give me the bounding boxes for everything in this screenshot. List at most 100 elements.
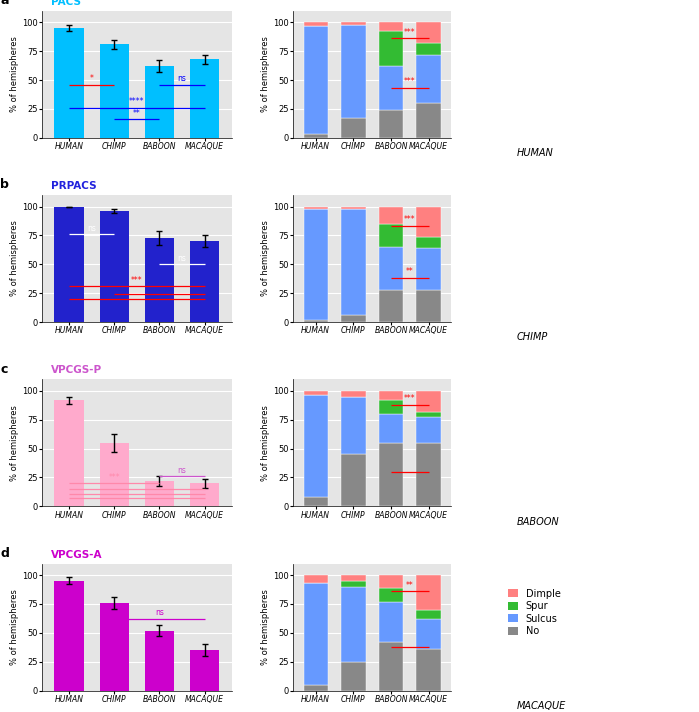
Bar (303, 135, 328, 138)
Bar (417, 290, 441, 322)
Bar (145, 238, 174, 322)
Bar (145, 631, 174, 691)
Bar (417, 55, 441, 103)
Text: ns: ns (178, 74, 187, 83)
Bar (341, 24, 366, 118)
Bar (417, 417, 441, 443)
Bar (55, 581, 84, 691)
Bar (303, 685, 328, 691)
Y-axis label: % of hemispheres: % of hemispheres (261, 221, 271, 296)
Bar (341, 575, 366, 581)
Text: ***: *** (404, 28, 416, 37)
Bar (379, 575, 403, 588)
Bar (303, 320, 328, 322)
Text: HUMAN: HUMAN (517, 148, 553, 158)
Bar (190, 241, 219, 322)
Bar (379, 247, 403, 290)
Bar (303, 575, 328, 583)
Text: *: * (89, 74, 94, 83)
Bar (190, 59, 219, 138)
Bar (99, 211, 129, 322)
Y-axis label: % of hemispheres: % of hemispheres (261, 36, 271, 112)
Bar (417, 412, 441, 417)
Text: ***: *** (404, 394, 416, 403)
Y-axis label: % of hemispheres: % of hemispheres (10, 589, 20, 665)
Bar (379, 31, 403, 66)
Y-axis label: % of hemispheres: % of hemispheres (261, 405, 271, 481)
Bar (341, 206, 366, 209)
Bar (55, 400, 84, 506)
Bar (417, 391, 441, 412)
Bar (341, 391, 366, 397)
Text: ****: **** (129, 97, 145, 106)
Bar (55, 206, 84, 322)
Text: #4 - LH: #4 - LH (658, 676, 686, 686)
Bar (303, 395, 328, 497)
Bar (303, 206, 328, 209)
Bar (417, 103, 441, 138)
Bar (303, 209, 328, 320)
Bar (417, 236, 441, 248)
Y-axis label: % of hemispheres: % of hemispheres (10, 221, 20, 296)
Bar (417, 649, 441, 691)
Text: a: a (0, 0, 8, 7)
Bar (379, 22, 403, 31)
Bar (303, 583, 328, 685)
Bar (341, 397, 366, 454)
Text: VPCGS-A: VPCGS-A (52, 550, 103, 560)
Bar (145, 481, 174, 506)
Text: ns: ns (87, 224, 96, 233)
Bar (379, 110, 403, 138)
Bar (341, 454, 366, 506)
Bar (417, 248, 441, 290)
Text: **: ** (406, 268, 414, 276)
Text: ***: *** (131, 276, 143, 285)
Bar (379, 588, 403, 602)
Text: #70 - RH: #70 - RH (652, 492, 686, 501)
Bar (379, 642, 403, 691)
Text: ns: ns (155, 608, 164, 617)
Bar (379, 66, 403, 110)
Bar (341, 209, 366, 315)
Bar (145, 66, 174, 138)
Y-axis label: % of hemispheres: % of hemispheres (10, 36, 20, 112)
Bar (341, 587, 366, 661)
Bar (417, 443, 441, 506)
Bar (379, 206, 403, 224)
Bar (341, 315, 366, 322)
Text: **: ** (133, 108, 140, 117)
Legend: Dimple, Spur, Sulcus, No: Dimple, Spur, Sulcus, No (508, 589, 561, 636)
Bar (417, 575, 441, 609)
Text: ***: *** (404, 78, 416, 86)
Text: ns: ns (178, 253, 187, 263)
Text: b: b (0, 179, 9, 192)
Bar (303, 497, 328, 506)
Bar (417, 43, 441, 55)
Bar (99, 443, 129, 506)
Y-axis label: % of hemispheres: % of hemispheres (10, 405, 20, 481)
Bar (190, 483, 219, 506)
Bar (341, 661, 366, 691)
Bar (379, 224, 403, 247)
Text: d: d (0, 547, 9, 560)
Text: **: ** (406, 580, 414, 590)
Text: CHIMP: CHIMP (517, 333, 547, 342)
Text: ns: ns (178, 466, 187, 475)
Text: VPCGS-P: VPCGS-P (52, 365, 103, 375)
Bar (379, 290, 403, 322)
Bar (379, 391, 403, 400)
Bar (417, 22, 441, 43)
Bar (190, 650, 219, 691)
Bar (379, 414, 403, 443)
Bar (99, 44, 129, 138)
Bar (303, 391, 328, 395)
Bar (417, 206, 441, 236)
Text: PRPACS: PRPACS (52, 181, 97, 191)
Bar (99, 603, 129, 691)
Bar (341, 118, 366, 138)
Text: ***: *** (404, 216, 416, 224)
Bar (303, 26, 328, 135)
Text: MACAQUE: MACAQUE (517, 701, 565, 711)
Bar (341, 581, 366, 587)
Bar (379, 400, 403, 414)
